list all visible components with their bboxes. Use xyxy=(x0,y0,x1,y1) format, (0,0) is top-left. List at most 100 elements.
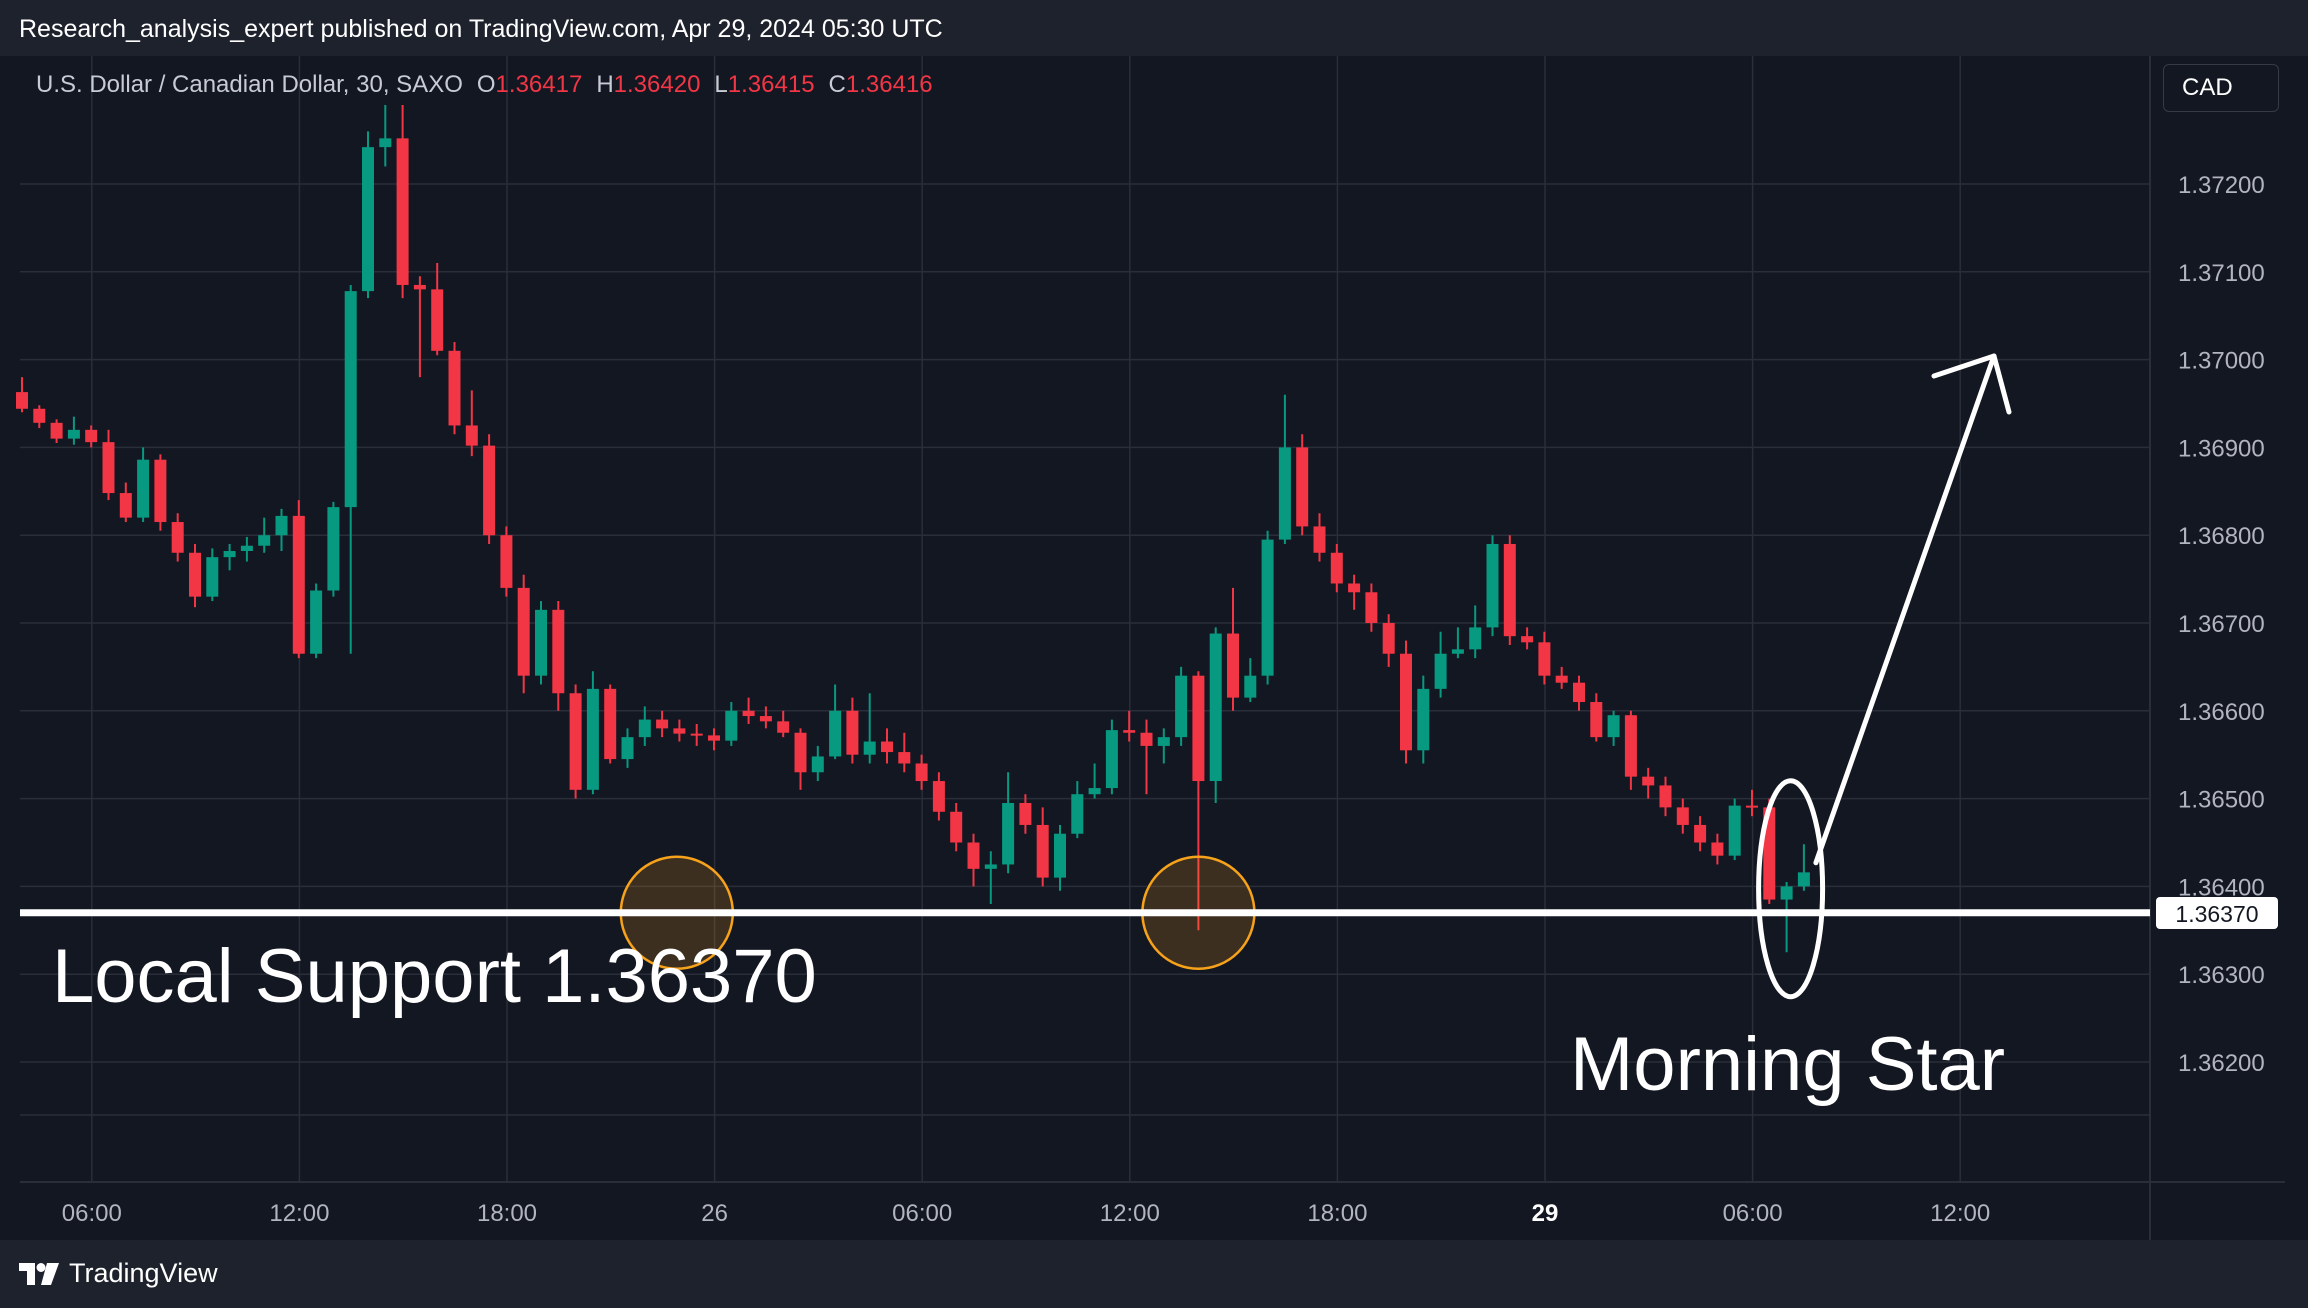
candle[interactable] xyxy=(483,434,496,544)
candle[interactable] xyxy=(33,405,46,429)
candle[interactable] xyxy=(690,723,703,746)
candle[interactable] xyxy=(742,697,755,724)
candle[interactable] xyxy=(1382,614,1395,667)
candle[interactable] xyxy=(1711,833,1724,865)
candle[interactable] xyxy=(1348,574,1361,610)
candle[interactable] xyxy=(448,342,461,435)
candle[interactable] xyxy=(1019,794,1032,834)
candle[interactable] xyxy=(915,754,928,790)
candle[interactable] xyxy=(932,772,945,821)
currency-button[interactable]: CAD xyxy=(2163,64,2279,112)
candle[interactable] xyxy=(1140,719,1153,795)
candle[interactable] xyxy=(102,429,115,501)
candle[interactable] xyxy=(206,548,219,602)
candle[interactable] xyxy=(1002,772,1015,874)
candle[interactable] xyxy=(1105,719,1118,795)
candle[interactable] xyxy=(950,802,963,852)
candle[interactable] xyxy=(725,702,738,746)
candle[interactable] xyxy=(1123,710,1136,742)
candle[interactable] xyxy=(1296,434,1309,536)
candle[interactable] xyxy=(1192,671,1205,931)
candle[interactable] xyxy=(1088,763,1101,799)
candle[interactable] xyxy=(327,501,340,597)
candle[interactable] xyxy=(1278,394,1291,544)
candle[interactable] xyxy=(535,601,547,685)
candle[interactable] xyxy=(1538,631,1551,685)
candle[interactable] xyxy=(362,131,374,299)
tradingview-logo[interactable]: TradingView xyxy=(19,1258,218,1289)
candle[interactable] xyxy=(223,543,236,571)
candle[interactable] xyxy=(1676,798,1689,834)
candle[interactable] xyxy=(552,601,565,711)
candle[interactable] xyxy=(1209,627,1222,803)
candle[interactable] xyxy=(1624,710,1637,790)
candle[interactable] xyxy=(1451,627,1464,659)
candle[interactable] xyxy=(431,263,444,356)
candle[interactable] xyxy=(1780,882,1793,953)
candle[interactable] xyxy=(1746,789,1758,817)
candle[interactable] xyxy=(1642,767,1655,799)
candle[interactable] xyxy=(638,706,651,746)
candle[interactable] xyxy=(1175,666,1188,746)
candle[interactable] xyxy=(137,447,150,523)
candle[interactable] xyxy=(413,276,426,378)
candle[interactable] xyxy=(777,710,790,738)
candle[interactable] xyxy=(656,710,669,738)
candle[interactable] xyxy=(1469,605,1482,659)
candle[interactable] xyxy=(1227,587,1239,711)
candle[interactable] xyxy=(396,104,409,299)
candle[interactable] xyxy=(1728,798,1741,861)
candle[interactable] xyxy=(85,425,98,448)
candle[interactable] xyxy=(898,732,911,773)
candle[interactable] xyxy=(811,745,824,782)
candle[interactable] xyxy=(1694,816,1707,852)
candle[interactable] xyxy=(1486,535,1499,637)
candle[interactable] xyxy=(1797,844,1810,891)
candle[interactable] xyxy=(829,684,842,760)
candle[interactable] xyxy=(794,728,807,790)
candle[interactable] xyxy=(189,543,201,608)
candles[interactable] xyxy=(16,104,1810,953)
candle[interactable] xyxy=(1503,535,1516,645)
candle[interactable] xyxy=(984,851,997,904)
candle[interactable] xyxy=(119,482,132,523)
candle[interactable] xyxy=(881,728,893,764)
candle[interactable] xyxy=(16,377,28,413)
candle[interactable] xyxy=(569,684,582,799)
candle[interactable] xyxy=(310,583,323,659)
candle[interactable] xyxy=(759,706,772,729)
candle[interactable] xyxy=(863,693,876,764)
candle[interactable] xyxy=(154,454,167,531)
candle[interactable] xyxy=(1555,666,1568,689)
candle[interactable] xyxy=(604,684,617,764)
candle[interactable] xyxy=(275,508,288,552)
candle[interactable] xyxy=(465,390,478,457)
candle[interactable] xyxy=(1659,776,1672,817)
candle[interactable] xyxy=(1244,658,1257,703)
candle[interactable] xyxy=(1054,824,1066,891)
candle[interactable] xyxy=(1157,728,1170,764)
candle[interactable] xyxy=(344,284,357,654)
candle[interactable] xyxy=(1261,530,1274,685)
candle[interactable] xyxy=(292,500,305,659)
candle[interactable] xyxy=(621,728,634,768)
candle[interactable] xyxy=(50,419,63,444)
candle[interactable] xyxy=(500,526,513,597)
candle[interactable] xyxy=(1434,631,1447,698)
candle[interactable] xyxy=(1607,710,1620,746)
candle[interactable] xyxy=(379,104,392,167)
candle[interactable] xyxy=(171,513,184,562)
candle[interactable] xyxy=(258,517,271,553)
candle[interactable] xyxy=(1573,675,1585,711)
candle[interactable] xyxy=(1365,583,1378,632)
candle[interactable] xyxy=(1330,543,1343,593)
candle[interactable] xyxy=(967,833,980,887)
candle[interactable] xyxy=(1071,781,1084,839)
candle[interactable] xyxy=(673,719,686,742)
candle[interactable] xyxy=(1400,640,1412,764)
candle[interactable] xyxy=(708,728,720,751)
candle[interactable] xyxy=(586,671,599,795)
candle[interactable] xyxy=(240,536,253,562)
candle[interactable] xyxy=(846,697,859,764)
